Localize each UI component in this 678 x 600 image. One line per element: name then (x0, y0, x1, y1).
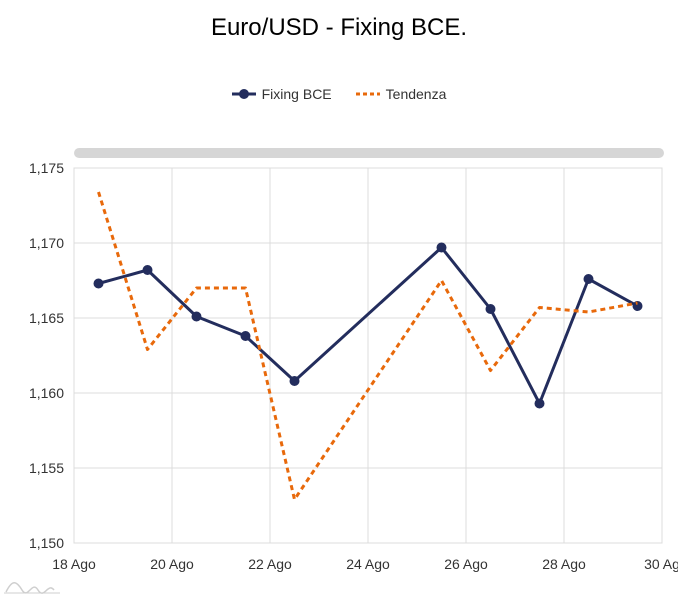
y-tick-label: 1,165 (29, 310, 64, 326)
x-tick-label: 28 Ago (542, 556, 586, 572)
y-tick-label: 1,155 (29, 460, 64, 476)
y-tick-label: 1,170 (29, 235, 64, 251)
x-tick-label: 24 Ago (346, 556, 390, 572)
y-tick-label: 1,150 (29, 535, 64, 551)
data-point (632, 301, 643, 311)
zoom-scrollbar[interactable] (74, 148, 664, 158)
data-point (485, 304, 496, 314)
data-point (142, 265, 153, 275)
data-point (583, 274, 594, 284)
legend-swatch-tendenza (355, 92, 380, 96)
y-tick-label: 1,175 (29, 160, 64, 176)
data-point (534, 398, 545, 409)
series-line-fixing-bce (98, 246, 639, 405)
chart-title: Euro/USD - Fixing BCE. (210, 14, 468, 41)
series-line-tendenza (97, 191, 638, 501)
legend-label-fixing-bce: Fixing BCE (261, 86, 332, 102)
data-point (240, 331, 251, 341)
legend: Fixing BCE Tendenza (0, 86, 678, 102)
x-tick-label: 30 Ag (644, 556, 678, 572)
chart-logo (4, 582, 60, 594)
legend-item-fixing-bce[interactable]: Fixing BCE (231, 86, 332, 102)
data-point (436, 242, 447, 253)
data-point (191, 311, 202, 322)
x-tick-label: 18 Ago (52, 556, 96, 572)
x-tick-label: 20 Ago (150, 556, 194, 572)
legend-label-tendenza: Tendenza (385, 86, 447, 102)
data-point (93, 278, 104, 289)
legend-item-tendenza[interactable]: Tendenza (355, 86, 447, 102)
x-tick-label: 26 Ago (444, 556, 488, 572)
legend-swatch-fixing-bce (231, 89, 256, 99)
y-tick-label: 1,160 (29, 385, 64, 401)
x-tick-label: 22 Ago (248, 556, 292, 572)
data-point (289, 376, 300, 386)
